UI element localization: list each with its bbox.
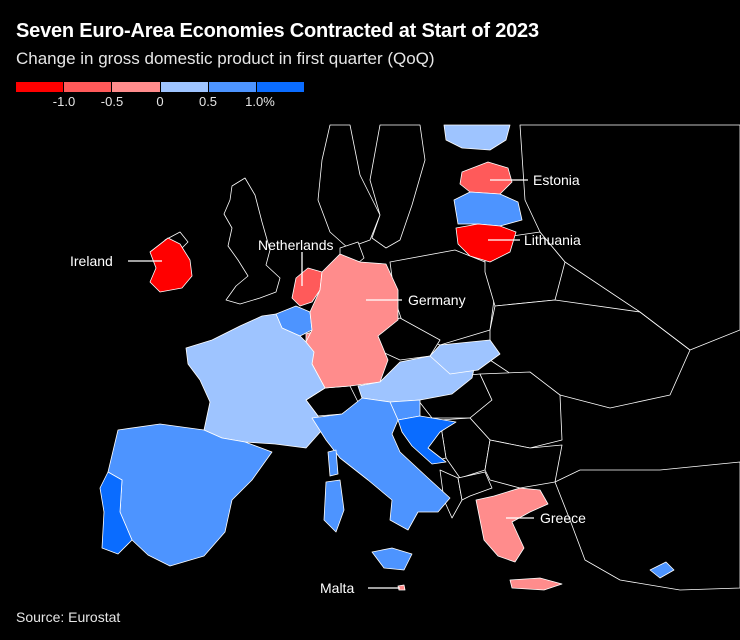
label-ireland: Ireland <box>70 253 113 269</box>
label-germany: Germany <box>408 292 466 308</box>
country-netherlands <box>291 267 323 307</box>
legend-swatch-5 <box>208 82 257 92</box>
country-turkey <box>554 461 740 591</box>
legend-swatch-3 <box>112 82 161 92</box>
country-slovakia <box>429 339 501 375</box>
country-italy <box>311 397 451 531</box>
country-spain <box>107 423 273 567</box>
country-sweden <box>369 124 426 249</box>
chart-subtitle: Change in gross domestic product in firs… <box>16 49 435 68</box>
country-north-macedonia <box>457 471 493 501</box>
label-lithuania: Lithuania <box>524 232 581 248</box>
legend-swatch-6 <box>256 82 305 92</box>
country-corsica <box>327 449 339 477</box>
label-malta: Malta <box>320 580 354 596</box>
legend-swatch-1 <box>16 82 65 92</box>
legend-bar <box>16 82 305 92</box>
legend-tick: 1.0% <box>245 94 275 109</box>
country-ireland <box>149 237 193 293</box>
country-latvia <box>453 191 523 227</box>
legend-tick: -0.5 <box>100 94 124 109</box>
source-note: Source: Eurostat <box>16 609 121 625</box>
label-estonia: Estonia <box>533 172 580 188</box>
legend-tick: 0.5 <box>198 94 218 109</box>
country-sardinia <box>323 479 345 533</box>
legend-swatch-2 <box>64 82 113 92</box>
chart-title: Seven Euro-Area Economies Contracted at … <box>16 20 539 42</box>
country-bulgaria <box>484 439 563 489</box>
label-greece: Greece <box>540 510 586 526</box>
legend-tick: -1.0 <box>52 94 76 109</box>
country-crete <box>509 577 563 591</box>
legend-swatch-4 <box>160 82 209 92</box>
country-estonia <box>459 161 513 195</box>
country-sicily <box>371 547 413 571</box>
label-netherlands: Netherlands <box>258 237 334 253</box>
country-malta <box>397 584 406 591</box>
legend-tick: 0 <box>156 94 164 109</box>
country-greece <box>475 487 549 563</box>
country-portugal <box>99 471 133 555</box>
country-uk <box>223 177 281 305</box>
legend-ticks: -1.0 -0.5 0 0.5 1.0% <box>16 92 304 112</box>
country-russia <box>519 124 740 351</box>
country-cyprus <box>649 561 675 579</box>
country-croatia <box>397 415 457 465</box>
color-legend: -1.0 -0.5 0 0.5 1.0% <box>16 82 305 112</box>
country-lithuania <box>455 223 517 263</box>
country-france <box>185 313 326 449</box>
country-norway <box>317 124 381 249</box>
country-finland <box>443 124 511 151</box>
